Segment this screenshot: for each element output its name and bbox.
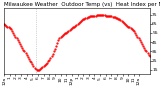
Text: Milwaukee Weather  Outdoor Temp (vs)  Heat Index per Minute (Last 24 Hours): Milwaukee Weather Outdoor Temp (vs) Heat…	[4, 2, 160, 7]
